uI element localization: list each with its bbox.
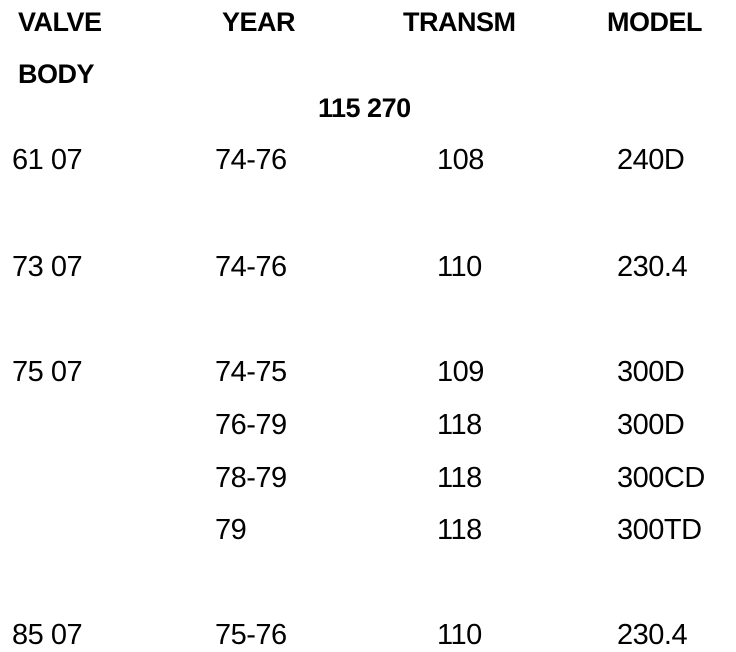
column-header: TRANSM: [403, 7, 516, 37]
table-cell: 110: [437, 251, 482, 283]
table-cell: 85 07: [12, 619, 83, 651]
table-cell: 230.4: [617, 619, 688, 651]
table-cell: 230.4: [617, 251, 688, 283]
table-cell: 78-79: [215, 462, 287, 494]
table-cell: 74-75: [215, 356, 287, 388]
column-header: YEAR: [222, 7, 296, 37]
table-cell: 73 07: [12, 251, 83, 283]
table-cell: 61 07: [12, 144, 83, 176]
column-header: MODEL: [607, 7, 703, 37]
table-cell: 108: [437, 144, 484, 176]
table-cell: 118: [437, 409, 482, 441]
table-cell: 300D: [617, 356, 685, 388]
table-cell: 76-79: [215, 409, 287, 441]
table-cell: 300D: [617, 409, 685, 441]
table-cell: 118: [437, 462, 482, 494]
table-cell: 300CD: [617, 462, 705, 494]
subheading: 115 270: [318, 93, 411, 123]
column-header: VALVE BODY: [18, 7, 102, 89]
table-cell: 110: [437, 619, 482, 651]
table-cell: 109: [437, 356, 484, 388]
table-cell: 300TD: [617, 514, 702, 546]
table-cell: 74-76: [215, 144, 287, 176]
table-cell: 118: [437, 514, 482, 546]
table-cell: 75-76: [215, 619, 287, 651]
table-cell: 74-76: [215, 251, 287, 283]
table-cell: 240D: [617, 144, 685, 176]
table-cell: 75 07: [12, 356, 83, 388]
table-cell: 79: [215, 514, 247, 546]
